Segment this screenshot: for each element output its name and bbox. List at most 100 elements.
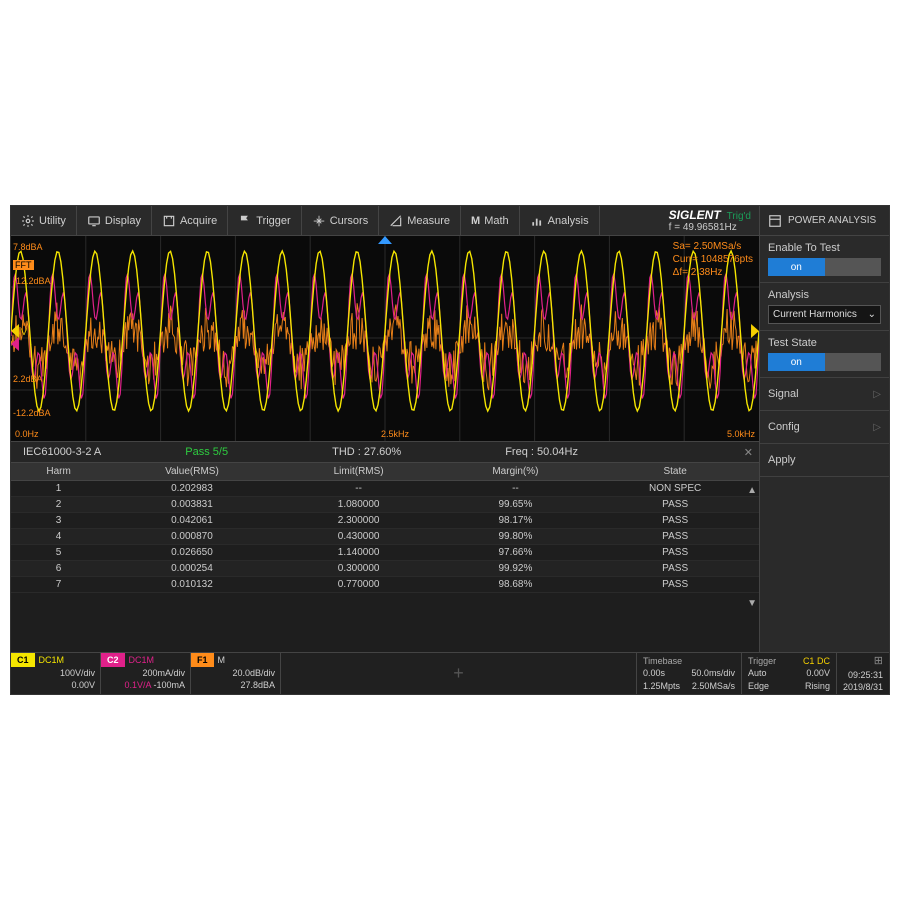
table-row[interactable]: 70.0101320.77000098.68%PASS <box>11 577 759 593</box>
clock-date: 2019/8/31 <box>843 681 883 693</box>
table-cell: NON SPEC <box>591 481 759 497</box>
display-icon <box>87 214 101 228</box>
table-cell: 1.080000 <box>278 497 440 513</box>
flag-icon <box>238 214 252 228</box>
harmonics-table-wrap: HarmValue(RMS)Limit(RMS)Margin(%)State 1… <box>11 463 759 652</box>
bottombar: C1 DC1M 100V/div 0.00V C2 DC1M 200mA/div… <box>11 652 889 694</box>
apply-label: Apply <box>768 454 796 466</box>
menu-math[interactable]: M Math <box>461 206 520 235</box>
analysis-value: Current Harmonics <box>773 309 857 320</box>
table-cell: 2 <box>11 497 106 513</box>
table-cell: PASS <box>591 497 759 513</box>
menu-cursors[interactable]: Cursors <box>302 206 380 235</box>
table-cell: 4 <box>11 529 106 545</box>
table-row[interactable]: 40.0008700.43000099.80%PASS <box>11 529 759 545</box>
y-label-2: 2.2dBA <box>13 374 43 384</box>
cursors-icon <box>312 214 326 228</box>
panel-icon <box>768 214 782 228</box>
summary-thd: THD : 27.60% <box>320 446 413 458</box>
fft-badge: FFT <box>13 260 34 270</box>
enable-label: Enable To Test <box>768 242 881 254</box>
table-row[interactable]: 20.0038311.08000099.65%PASS <box>11 497 759 513</box>
menu-cursors-label: Cursors <box>330 215 369 227</box>
channel-c1[interactable]: C1 DC1M 100V/div 0.00V <box>11 653 101 694</box>
crosshair-icon: + <box>453 663 464 684</box>
menu-display[interactable]: Display <box>77 206 152 235</box>
enable-toggle[interactable]: on <box>768 258 881 276</box>
c2-line2a: 0.1V/A <box>124 680 151 690</box>
trigger-status: Trig'd <box>727 211 751 222</box>
menu-measure-label: Measure <box>407 215 450 227</box>
apply-button[interactable]: Apply <box>760 444 889 477</box>
trigger-l2b: Rising <box>805 680 830 692</box>
table-header: Value(RMS) <box>106 463 278 481</box>
table-cell: PASS <box>591 513 759 529</box>
c1-line1: 100V/div <box>16 668 95 680</box>
table-row[interactable]: 10.202983----NON SPEC <box>11 481 759 497</box>
measure-icon <box>389 214 403 228</box>
clock-box: ⊞ 09:25:31 2019/8/31 <box>836 653 889 694</box>
table-cell: PASS <box>591 545 759 561</box>
table-cell: 6 <box>11 561 106 577</box>
table-cell: -- <box>440 481 592 497</box>
table-cell: 3 <box>11 513 106 529</box>
x-label-1: 2.5kHz <box>381 429 409 439</box>
table-cell: 0.026650 <box>106 545 278 561</box>
c1-mode: DC1M <box>35 653 100 667</box>
table-cell: 99.92% <box>440 561 592 577</box>
c1-badge: C1 <box>11 653 35 667</box>
brand-freq: f = 49.96581Hz <box>669 222 751 233</box>
menu-utility-label: Utility <box>39 215 66 227</box>
wave-info-overlay: Sa= 2.50MSa/s Curr= 1048576pts Δf= 2.38H… <box>673 240 753 279</box>
f1-line2: 27.8dBA <box>196 680 275 692</box>
summary-bar: IEC61000-3-2 A Pass 5/5 THD : 27.60% Fre… <box>11 441 759 463</box>
table-row[interactable]: 50.0266501.14000097.66%PASS <box>11 545 759 561</box>
wave-sa: Sa= 2.50MSa/s <box>673 240 753 253</box>
config-label: Config <box>768 421 800 433</box>
table-header: State <box>591 463 759 481</box>
table-cell: 1.140000 <box>278 545 440 561</box>
test-state-label: Test State <box>768 337 881 349</box>
x-label-0: 0.0Hz <box>15 429 39 439</box>
trigger-box[interactable]: TriggerC1 DC Auto0.00V EdgeRising <box>741 653 836 694</box>
summary-close-button[interactable]: ✕ <box>732 446 759 459</box>
c1-line2: 0.00V <box>16 680 95 692</box>
analysis-dropdown[interactable]: Current Harmonics ⌄ <box>768 305 881 324</box>
channel-c2[interactable]: C2 DC1M 200mA/div 0.1V/A -100mA <box>101 653 191 694</box>
trigger-l1b: 0.00V <box>806 667 830 679</box>
scroll-up-button[interactable]: ▲ <box>747 485 757 496</box>
menu-trigger[interactable]: Trigger <box>228 206 301 235</box>
waveform-svg: V <box>11 236 759 441</box>
channel-f1[interactable]: F1 M 20.0dB/div 27.8dBA <box>191 653 281 694</box>
table-cell: 0.000870 <box>106 529 278 545</box>
test-state-toggle[interactable]: on <box>768 353 881 371</box>
scroll-down-button[interactable]: ▼ <box>747 598 757 609</box>
f1-line1: 20.0dB/div <box>196 668 275 680</box>
trigger-ch: C1 DC <box>803 655 830 667</box>
side-panel-header: POWER ANALYSIS <box>759 206 889 235</box>
menu-acquire[interactable]: Acquire <box>152 206 228 235</box>
wave-df: Δf= 2.38Hz <box>673 266 753 279</box>
table-cell: 98.68% <box>440 577 592 593</box>
table-cell: 0.000254 <box>106 561 278 577</box>
menu-analysis[interactable]: Analysis <box>520 206 600 235</box>
table-row[interactable]: 30.0420612.30000098.17%PASS <box>11 513 759 529</box>
table-cell: PASS <box>591 561 759 577</box>
table-row[interactable]: 60.0002540.30000099.92%PASS <box>11 561 759 577</box>
table-cell: 1 <box>11 481 106 497</box>
menu-measure[interactable]: Measure <box>379 206 461 235</box>
waveform-display[interactable]: V Sa= 2.50MSa/s Curr= 1048576pts Δf= 2.3… <box>11 236 759 441</box>
timebase-box[interactable]: Timebase 0.00s50.0ms/div 1.25Mpts2.50MSa… <box>636 653 741 694</box>
menu-grid-icon[interactable]: ⊞ <box>843 654 883 669</box>
config-button[interactable]: Config ▷ <box>760 411 889 444</box>
c2-badge: C2 <box>101 653 125 667</box>
table-header: Margin(%) <box>440 463 592 481</box>
menu-utility[interactable]: Utility <box>11 206 77 235</box>
table-cell: 5 <box>11 545 106 561</box>
chevron-right-icon: ▷ <box>873 389 881 400</box>
table-cell: 99.80% <box>440 529 592 545</box>
enable-on: on <box>768 258 825 276</box>
gear-icon <box>21 214 35 228</box>
signal-button[interactable]: Signal ▷ <box>760 378 889 411</box>
c2-mode: DC1M <box>125 653 190 667</box>
